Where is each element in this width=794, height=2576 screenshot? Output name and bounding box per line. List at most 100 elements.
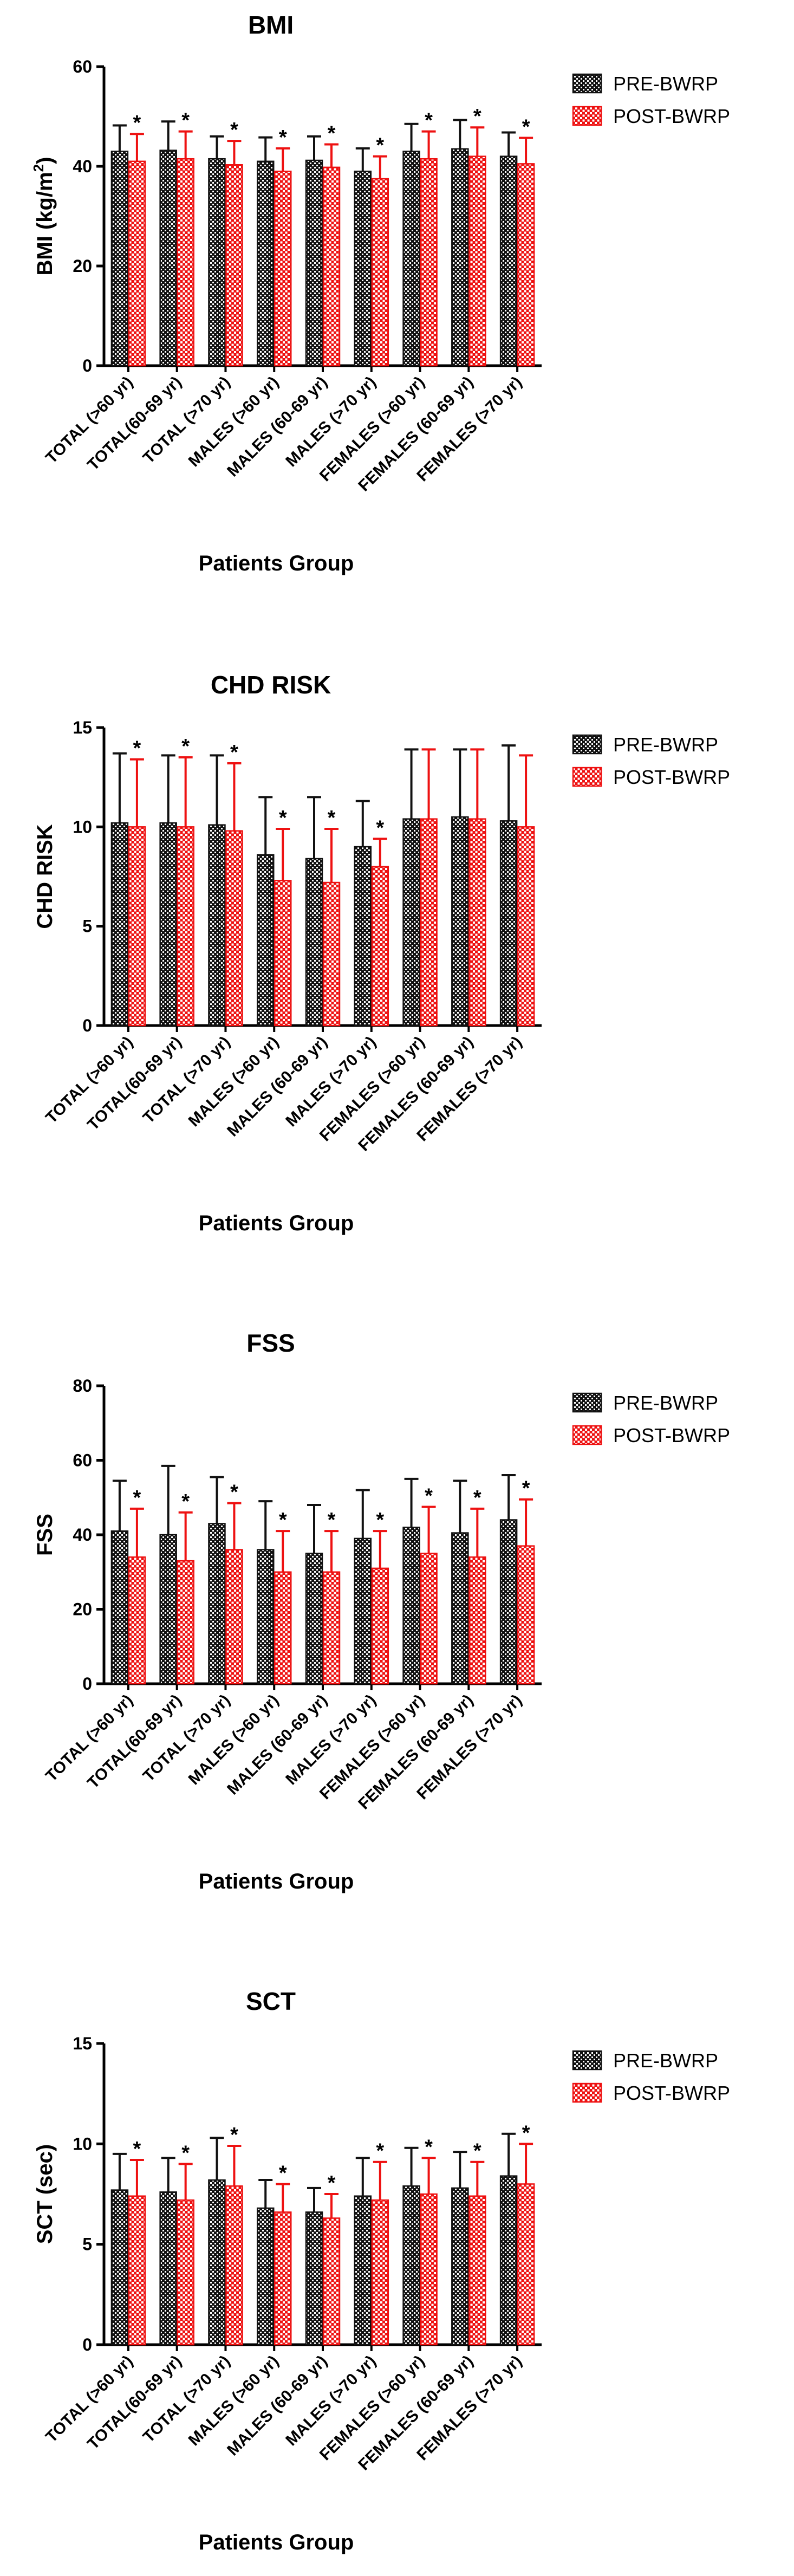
bar-post (322, 2217, 341, 2346)
category-label: TOTAL (>60 yr) (42, 1691, 136, 1786)
bar-post (371, 1567, 389, 1685)
bar-pre (110, 1530, 129, 1685)
significance-star: * (230, 119, 238, 141)
bar-post (517, 163, 535, 367)
chart-panel-2: CHD RISK CHD RISK 0 5 10 15 * TOTAL (>60 yr) * TO… (33, 671, 730, 1235)
bar-pre (208, 824, 226, 1027)
y-axis-title: FSS (33, 1514, 57, 1556)
chart-title: FSS (246, 1329, 295, 1357)
chart-panel-1: BMI BMI (kg/m2) 0 20 40 60 * TOTAL (>60 yr) * TOT… (30, 11, 730, 575)
y-tick-label: 10 (73, 817, 92, 836)
y-tick-label: 10 (73, 2134, 92, 2153)
significance-star: * (279, 126, 287, 149)
significance-star: * (279, 807, 287, 829)
legend-swatch-post (572, 2082, 602, 2103)
category-label: MALES (>70 yr) (282, 2352, 380, 2450)
significance-star: * (133, 737, 141, 760)
y-axis-title-main: CHD RISK (33, 824, 57, 929)
bar-post (420, 1553, 438, 1685)
significance-star: * (133, 112, 141, 134)
y-tick-label: 80 (73, 1376, 92, 1396)
significance-star: * (376, 134, 384, 157)
bar-pre (305, 2211, 323, 2346)
bar-pre (499, 820, 518, 1027)
significance-star: * (181, 1490, 190, 1513)
significance-star: * (425, 2136, 433, 2158)
y-tick-label: 15 (73, 718, 92, 737)
significance-star: * (328, 122, 336, 145)
bar-post (177, 826, 194, 1027)
bar-pre (208, 2179, 226, 2346)
bar-post (468, 1556, 486, 1685)
significance-star: * (473, 1487, 481, 1509)
bar-post (468, 2195, 486, 2346)
legend-label-pre: PRE-BWRP (613, 2049, 718, 2072)
bar-post (420, 2193, 438, 2346)
y-axis-title-main: BMI (kg/m (33, 172, 57, 275)
bar-post (225, 2185, 243, 2346)
chart-title: SCT (246, 1987, 296, 2015)
bar-pre (402, 151, 420, 367)
bar-pre (159, 1534, 177, 1685)
category-label: MALES (>60 yr) (185, 1033, 283, 1131)
significance-star: * (230, 2124, 238, 2146)
y-axis-title: BMI (kg/m2) (30, 157, 57, 276)
bar-pre (159, 2191, 177, 2346)
y-tick-label: 0 (82, 356, 92, 375)
bar-pre (256, 1549, 275, 1685)
category-label: MALES (>70 yr) (282, 1033, 380, 1131)
bar-pre (451, 148, 469, 367)
bar-post (177, 2199, 194, 2346)
y-tick-label: 20 (73, 1600, 92, 1619)
bar-post (517, 2183, 535, 2346)
bar-pre (451, 816, 469, 1027)
significance-star: * (522, 116, 530, 139)
y-tick-label: 40 (73, 157, 92, 176)
bar-post (177, 158, 194, 367)
y-axis-title: SCT (sec) (33, 2144, 57, 2244)
bar-post (371, 2199, 389, 2346)
y-axis-title-tail: ) (33, 157, 57, 164)
y-tick-label: 0 (82, 2335, 92, 2354)
bar-pre (305, 858, 323, 1027)
y-tick-label: 5 (82, 2235, 92, 2254)
bar-pre (159, 822, 177, 1027)
legend-swatch-pre (572, 734, 602, 755)
category-label: TOTAL (>70 yr) (140, 2352, 234, 2447)
significance-star: * (133, 1487, 141, 1509)
legend-label-pre: PRE-BWRP (613, 73, 718, 95)
significance-star: * (522, 2121, 530, 2144)
x-axis-title: Patients Group (199, 1870, 354, 1893)
legend-swatch-post (572, 767, 602, 787)
category-label: TOTAL (>60 yr) (42, 2352, 136, 2447)
significance-star: * (328, 1509, 336, 1532)
category-label: TOTAL (>70 yr) (140, 1691, 234, 1786)
category-label: TOTAL (>70 yr) (140, 373, 234, 468)
y-tick-label: 20 (73, 256, 92, 276)
significance-star: * (425, 1484, 433, 1507)
legend-label-pre: PRE-BWRP (613, 1392, 718, 1414)
bar-pre (159, 150, 177, 367)
bar-post (128, 826, 146, 1027)
bar-pre (110, 2189, 129, 2346)
significance-star: * (473, 2140, 481, 2163)
significance-star: * (328, 2172, 336, 2195)
bar-post (468, 155, 486, 367)
significance-star: * (181, 735, 190, 758)
bar-post (128, 2195, 146, 2346)
bar-pre (110, 822, 129, 1027)
bar-pre (402, 2185, 420, 2346)
category-label: MALES (>60 yr) (185, 2352, 283, 2450)
legend-label-pre: PRE-BWRP (613, 734, 718, 756)
significance-star: * (328, 807, 336, 829)
y-tick-label: 60 (73, 1451, 92, 1470)
bar-post (274, 170, 292, 367)
bar-pre (354, 846, 372, 1027)
bar-post (274, 2211, 292, 2346)
bar-pre (208, 1523, 226, 1685)
legend-label-post: POST-BWRP (613, 105, 730, 127)
bar-post (517, 1545, 535, 1685)
bar-pre (499, 2175, 518, 2346)
